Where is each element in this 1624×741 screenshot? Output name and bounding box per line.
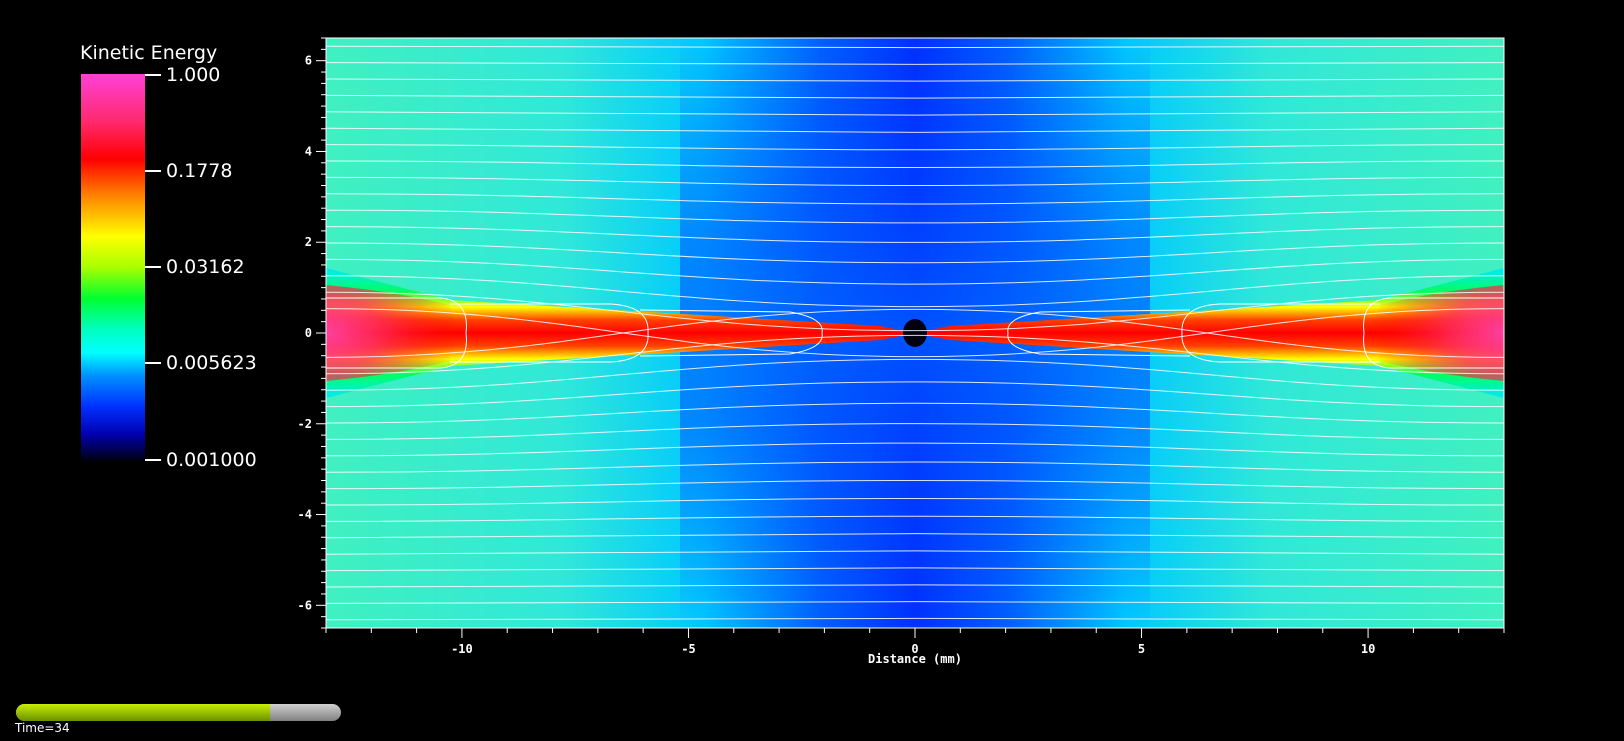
streamline [326,567,1504,572]
streamline [326,62,1504,65]
colorbar-label: 0.001000 [166,449,257,471]
axes: -10 -5 0 5 10 6 4 2 0 -2 -4 -6 [298,37,1505,656]
colorbar-tick [145,459,161,461]
streamline [326,176,1504,187]
streamline [326,402,1504,424]
streamline [326,45,1504,49]
y-tick-label: 6 [305,54,312,68]
x-axis-label: Distance (mm) [868,652,962,666]
streamline [326,258,1504,285]
streamline [326,381,1504,408]
colorbar-label: 1.000 [166,64,221,86]
streamline [326,160,1504,169]
y-tick-label: -4 [298,508,312,522]
x-tick-label: 10 [1361,642,1375,656]
y-tick-label: 2 [305,235,312,249]
energy-contours [326,297,1504,369]
streamline [326,358,1504,391]
colorbar-tick [145,74,161,76]
colorbar [81,74,145,461]
streamline [326,78,1504,82]
streamline [326,94,1504,99]
streamline [326,127,1504,133]
streamlines [326,30,1504,621]
colorbar-title: Kinetic Energy [80,42,218,64]
y-tick-label: -6 [298,598,312,612]
time-label: Time=34 [15,721,70,735]
colorbar-label: 0.1778 [166,160,233,182]
streamline [326,193,1504,205]
streamline [326,515,1504,522]
streamline [326,144,1504,151]
colorbar-tick [145,266,161,268]
streamline [326,308,1504,358]
y-tick-label: 0 [305,326,312,340]
colorbar-label: 0.005623 [166,352,257,374]
streamline [326,226,1504,243]
streamline [326,111,1504,116]
streamline [326,533,1504,539]
streamline [326,242,1504,264]
x-tick-label: 5 [1138,642,1145,656]
x-tick-label: -5 [681,642,695,656]
streamline [326,423,1504,440]
streamline [326,601,1504,604]
streamline [326,442,1504,457]
streamline [326,497,1504,506]
x-tick-label: -10 [451,642,473,656]
y-tick-label: -2 [298,417,312,431]
streamline [326,617,1504,621]
streamline [326,209,1504,224]
colorbar-tick [145,170,161,172]
time-slider[interactable] [16,704,341,721]
streamline [326,30,1504,31]
streamline [326,461,1504,473]
null-point [903,319,927,347]
streamline [326,291,1504,332]
streamline [326,479,1504,490]
streamline [326,334,1504,375]
streamline [326,550,1504,555]
colorbar-label: 0.03162 [166,256,245,278]
x-tick-label: 0 [911,642,918,656]
colorbar-tick [145,362,161,364]
streamline [326,308,1504,358]
time-slider-fill [16,704,270,721]
streamline [326,584,1504,588]
streamline [326,275,1504,308]
y-tick-label: 4 [305,144,312,158]
